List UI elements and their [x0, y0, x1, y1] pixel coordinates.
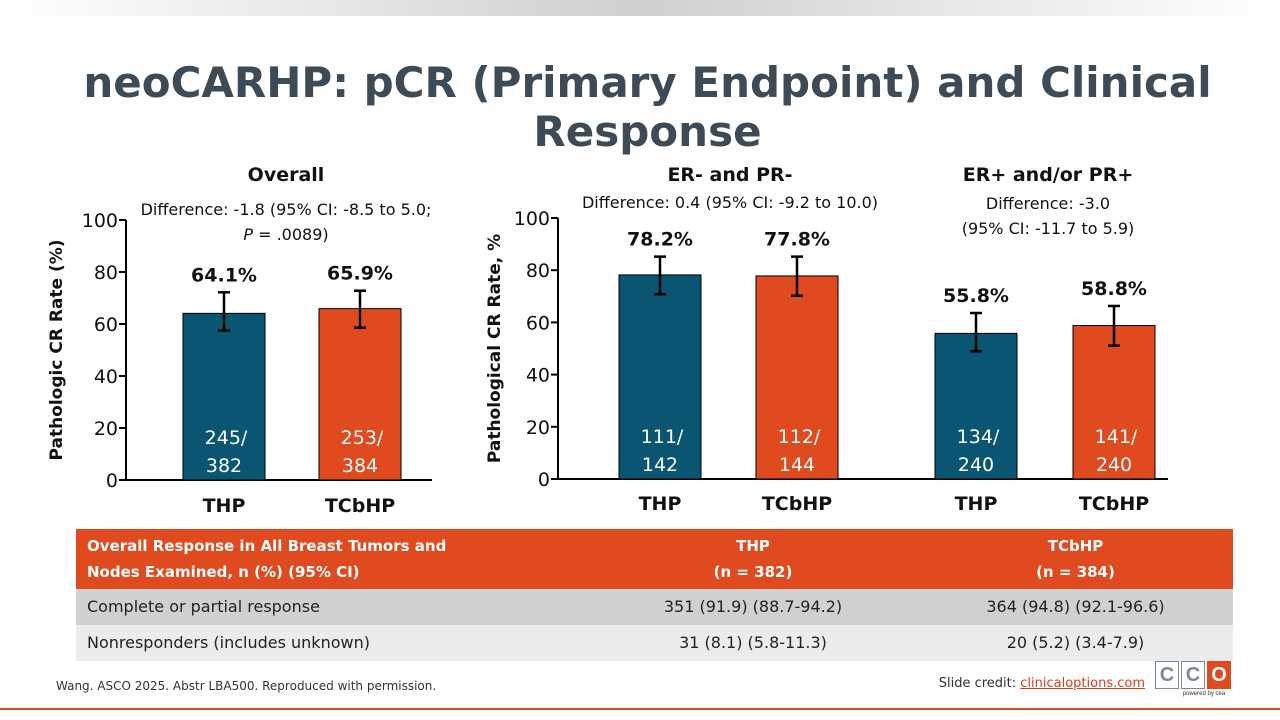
citation-footer: Wang. ASCO 2025. Abstr LBA500. Reproduce…	[56, 679, 437, 693]
data-label: 58.8%	[1081, 278, 1147, 300]
table-header-row: Overall Response in All Breast Tumors an…	[76, 529, 1233, 589]
data-label: 78.2%	[627, 229, 693, 251]
y-tick-label: 0	[106, 470, 118, 492]
row-thp-value: 31 (8.1) (5.8-11.3)	[679, 633, 827, 652]
row-label: Nonresponders (includes unknown)	[87, 633, 370, 652]
x-category-label: TCbHP	[325, 495, 395, 517]
bar-tcbhp	[755, 275, 839, 480]
panel-title: ER- and PR-	[667, 164, 792, 186]
bar-count-line1: 253/	[341, 427, 384, 449]
y-tick-label: 20	[94, 418, 118, 440]
bar-count-line2: 240	[1096, 454, 1132, 476]
y-tick-label: 60	[94, 314, 118, 336]
header-label-line2: Nodes Examined, n (%) (95% CI)	[87, 563, 360, 581]
bottom-accent-line	[0, 708, 1280, 710]
table-header-thp: THP (n = 382)	[588, 533, 918, 585]
x-category-label: THP	[639, 493, 682, 515]
header-thp-line1: THP	[736, 537, 770, 555]
panel-subtitle-line: Difference: 0.4 (95% CI: -9.2 to 10.0)	[582, 193, 878, 212]
bar-tcbhp	[1072, 325, 1156, 480]
credit-prefix: Slide credit:	[938, 676, 1021, 691]
panel-title: ER+ and/or PR+	[963, 164, 1134, 186]
y-tick-label: 40	[526, 365, 550, 387]
data-label: 77.8%	[764, 229, 830, 251]
panel-subtitle-line: P = .0089)	[243, 225, 328, 244]
y-tick-label: 100	[82, 210, 118, 232]
bar-thp	[182, 312, 266, 481]
table-header-label: Overall Response in All Breast Tumors an…	[76, 533, 526, 585]
y-tick-label: 40	[94, 366, 118, 388]
bar-count-line2: 144	[779, 454, 815, 476]
bar-count-line1: 112/	[778, 426, 821, 448]
bar-count-line2: 382	[206, 455, 242, 477]
bar-tcbhp	[318, 308, 402, 481]
bar-count-line1: 111/	[641, 426, 684, 448]
header-tcbhp-line2: (n = 384)	[1036, 563, 1115, 581]
slide-credit: Slide credit: clinicaloptions.com	[939, 676, 1145, 691]
table-row: Nonresponders (includes unknown) 31 (8.1…	[76, 625, 1233, 661]
y-tick-label: 0	[538, 469, 550, 491]
chart-area: Overall Difference: -1.8 (95% CI: -8.5 to…	[47, 164, 1168, 517]
data-label: 65.9%	[327, 263, 393, 285]
x-category-label: THP	[955, 493, 998, 515]
bar-thp	[618, 274, 702, 480]
panel-title: Overall	[248, 164, 325, 186]
panel-subtitle-line: Difference: -1.8 (95% CI: -8.5 to 5.0;	[141, 200, 432, 219]
logo-subtitle: powered by cea	[1182, 691, 1226, 697]
data-label: 64.1%	[191, 264, 257, 286]
header-thp-line2: (n = 382)	[713, 563, 793, 581]
table-row: Complete or partial response 351 (91.9) …	[76, 589, 1233, 625]
panel-subtitle-line: Difference: -3.0	[986, 194, 1110, 213]
data-label: 55.8%	[943, 285, 1009, 307]
clinicaloptions-link[interactable]: clinicaloptions.com	[1020, 676, 1145, 691]
header-label-line1: Overall Response in All Breast Tumors an…	[87, 537, 447, 555]
x-category-label: THP	[203, 495, 246, 517]
bar-count-line1: 134/	[957, 426, 1000, 448]
logo-letter-c1: C	[1155, 661, 1179, 689]
page-title: neoCARHP: pCR (Primary Endpoint) and Cli…	[83, 58, 1212, 156]
y-tick-label: 80	[94, 262, 118, 284]
y-tick-label: 60	[526, 312, 550, 334]
table-header-tcbhp: TCbHP (n = 384)	[918, 533, 1233, 585]
x-category-label: TCbHP	[1079, 493, 1149, 515]
row-label: Complete or partial response	[87, 597, 320, 616]
response-table: Overall Response in All Breast Tumors an…	[76, 529, 1233, 661]
bar-count-line2: 384	[342, 455, 378, 477]
y-tick-label: 100	[514, 208, 550, 230]
bar-count-line2: 240	[958, 454, 994, 476]
logo-letter-c2: C	[1181, 661, 1205, 689]
y-tick-label: 80	[526, 260, 550, 282]
row-tcbhp-value: 20 (5.2) (3.4-7.9)	[1006, 633, 1145, 652]
y-tick-label: 20	[526, 417, 550, 439]
y-axis-label: Pathologic CR Rate (%)	[47, 239, 67, 460]
x-category-label: TCbHP	[762, 493, 832, 515]
top-gradient-band	[0, 0, 1280, 16]
bar-count-line1: 141/	[1095, 426, 1138, 448]
row-thp-value: 351 (91.9) (88.7-94.2)	[663, 597, 843, 616]
bar-thp	[934, 332, 1018, 480]
cco-logo: C C O powered by cea	[1155, 661, 1235, 706]
panel-subtitle-line: (95% CI: -11.7 to 5.9)	[962, 219, 1135, 238]
bar-count-line2: 142	[642, 454, 678, 476]
y-axis-label: Pathological CR Rate, %	[485, 234, 505, 463]
bar-count-line1: 245/	[205, 427, 248, 449]
logo-letter-o: O	[1207, 661, 1231, 689]
header-tcbhp-line1: TCbHP	[1047, 537, 1104, 555]
row-tcbhp-value: 364 (94.8) (92.1-96.6)	[986, 597, 1165, 616]
